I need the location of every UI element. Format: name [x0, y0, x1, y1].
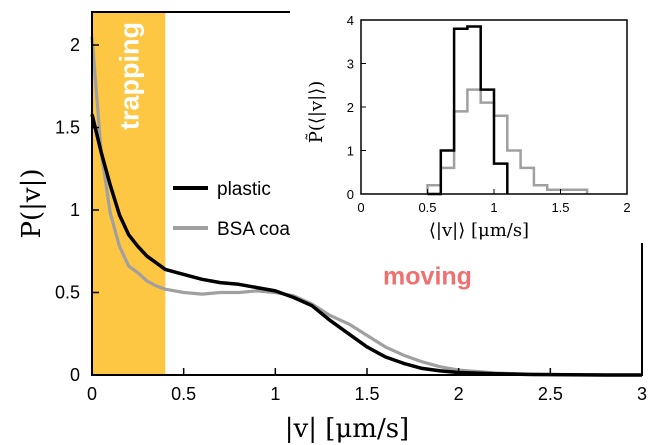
- inset-y-tick-label: 2: [347, 100, 354, 115]
- inset-y-tick-label: 4: [347, 13, 354, 28]
- inset-y-tick-label: 3: [347, 57, 354, 72]
- inset-y-axis-label: P̃(⟨|v|⟩): [305, 81, 327, 144]
- x-tick-label: 0.5: [171, 384, 196, 404]
- inset-y-tick-label: 1: [347, 144, 354, 159]
- inset-x-tick-label: 0: [357, 200, 364, 215]
- main-plot: 0 0.5 1 1.5 2 2.5 3 00.511.52 trapping moving …: [17, 11, 647, 444]
- inset-background: [290, 8, 645, 243]
- y-tick-label: 1: [70, 200, 80, 220]
- inset-x-tick-label: 1: [490, 200, 497, 215]
- x-tick-label: 1: [270, 384, 280, 404]
- inset-plot: 0 0.5 1 1.5 2 0 1 2 3 4 ⟨|v|⟩ [μm/s] P̃(⟨|v|⟩): [290, 8, 645, 243]
- y-tick-label: 1.5: [55, 118, 80, 138]
- series-line-plastic: [90, 113, 642, 377]
- legend-entry-plastic: plastic: [217, 179, 271, 200]
- y-tick-label: 0.5: [55, 283, 80, 303]
- inset-y-tick-label: 0: [347, 187, 354, 202]
- x-tick-label: 3: [637, 384, 647, 404]
- main-x-axis-label: |v| [μm/s]: [285, 414, 409, 444]
- x-tick-label: 1.5: [354, 384, 379, 404]
- inset-histogram-plastic: [427, 25, 509, 196]
- inset-x-tick-label: 2: [623, 200, 630, 215]
- inset-histogram-bsa-coated: [426, 88, 589, 194]
- inset-x-tick-label: 0.5: [418, 200, 436, 215]
- main-y-axis-label: P(|v|): [17, 169, 47, 239]
- x-tick-label: 2: [454, 384, 464, 404]
- x-tick-label: 0: [87, 384, 97, 404]
- inset-x-tick-label: 1.5: [551, 200, 569, 215]
- trapping-label: trapping: [115, 22, 145, 130]
- y-tick-label: 0: [70, 365, 80, 385]
- y-tick-label: 2: [70, 35, 80, 55]
- moving-label: moving: [383, 262, 472, 290]
- trapping-region: [92, 12, 166, 375]
- inset-x-axis-label: ⟨|v|⟩ [μm/s]: [429, 220, 529, 241]
- x-tick-label: 2.5: [538, 384, 563, 404]
